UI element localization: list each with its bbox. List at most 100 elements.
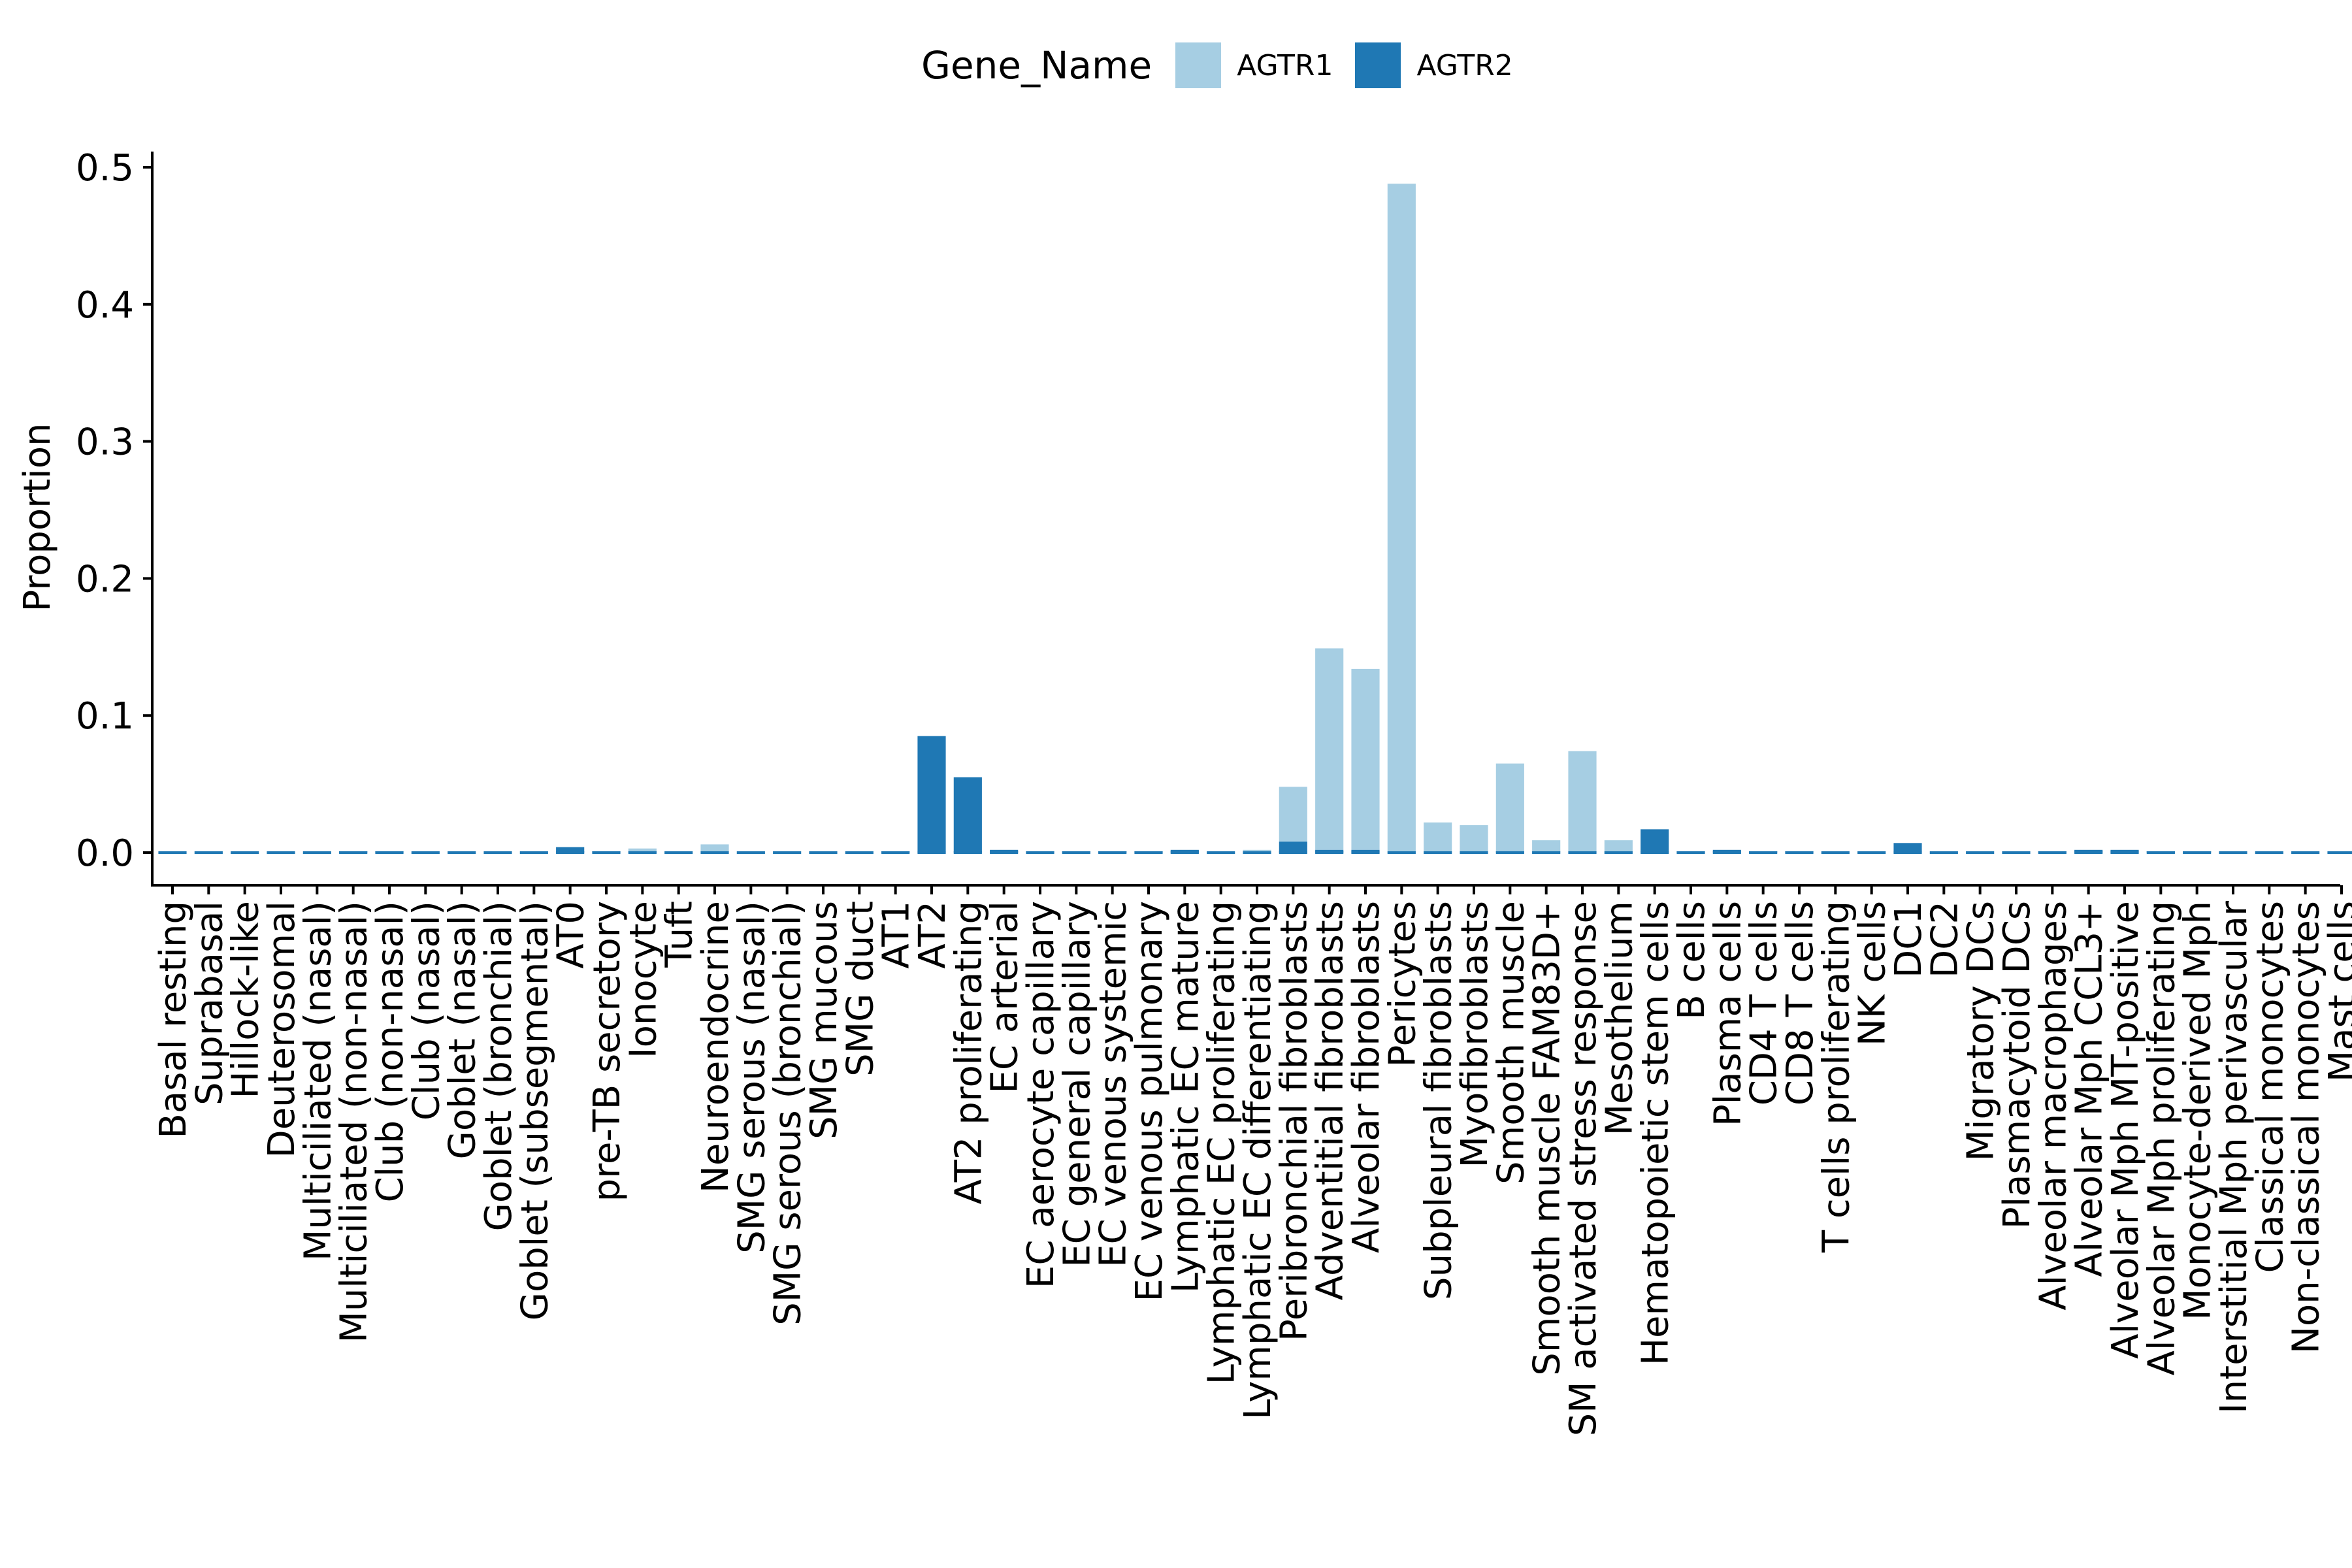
x-tick-label: Subpleural fibroblasts — [1418, 901, 1460, 1300]
x-tick-label: Classical monocytes — [2249, 901, 2291, 1273]
bar-agtr2-at2-proliferating — [953, 777, 982, 853]
bar-agtr1-ionocyte — [628, 848, 657, 851]
x-tick-label: DC2 — [1923, 901, 1966, 978]
bar-agtr1-subpleural-fibroblasts — [1424, 822, 1452, 853]
x-tick-label: EC arterial — [984, 901, 1026, 1094]
bar-agtr2-at0 — [556, 847, 585, 853]
x-tick-label: SMG duct — [839, 901, 881, 1077]
bar-agtr2-at2 — [917, 736, 946, 853]
x-tick-label: Neuroendocrine — [694, 901, 737, 1193]
legend-item-agtr2: AGTR2 — [1355, 42, 1513, 88]
bar-agtr1-lymphatic-ec-differentiating — [1243, 849, 1271, 853]
x-axis-ticks: Basal restingSuprabasalHillock-likeDeute… — [152, 885, 2352, 1436]
x-tick-label: EC aerocyte capillary — [1020, 901, 1062, 1288]
x-tick-label: Alveolar Mph CCL3+ — [2068, 901, 2111, 1277]
x-tick-label: Plasma cells — [1707, 901, 1749, 1126]
bar-agtr2-alveolar-mph-ccl3 — [2074, 849, 2103, 853]
x-tick-label: Lymphatic EC mature — [1164, 901, 1207, 1293]
bar-agtr2-dc1 — [1893, 843, 1922, 853]
x-tick-label: Mesothelium — [1598, 901, 1641, 1135]
bar-agtr2-hematopoietic-stem-cells — [1641, 829, 1669, 853]
bar-agtr2-ec-arterial — [990, 849, 1019, 853]
x-tick-label: Peribronchial fibroblasts — [1273, 901, 1315, 1341]
legend-title: Gene_Name — [921, 43, 1152, 88]
bar-agtr2-adventitial-fibroblasts — [1315, 849, 1344, 853]
x-tick-label: CD8 T cells — [1779, 901, 1821, 1105]
x-tick-label: Lymphatic EC differentiating — [1237, 901, 1279, 1420]
legend: Gene_Name AGTR1 AGTR2 — [921, 38, 1535, 93]
bar-agtr1-sm-activated-stress-response — [1568, 751, 1597, 853]
x-tick-label: AT1 — [875, 901, 918, 969]
x-tick-label: B cells — [1671, 901, 1713, 1020]
bar-agtr1-smooth-muscle-fam83d — [1532, 840, 1561, 853]
x-tick-label: SM activated stress response — [1562, 901, 1605, 1436]
x-tick-label: Smooth muscle — [1490, 901, 1532, 1184]
y-tick-label: 0.1 — [76, 695, 134, 738]
y-tick-label: 0.2 — [76, 558, 134, 600]
x-tick-label: SMG mucous — [803, 901, 845, 1139]
x-tick-label: Smooth muscle FAM83D+ — [1526, 901, 1569, 1376]
x-tick-label: SMG serous (nasal) — [730, 901, 773, 1254]
x-tick-label: Suprabasal — [188, 901, 231, 1105]
x-tick-label: Club (nasal) — [405, 901, 448, 1120]
bar-agtr2-alveolar-fibroblasts — [1351, 849, 1380, 853]
bar-agtr1-neuroendocrine — [700, 844, 729, 853]
x-tick-label: Alveolar Mph proliferating — [2140, 901, 2183, 1375]
x-tick-label: Non-classical monocytes — [2285, 901, 2328, 1354]
bar-agtr1-smooth-muscle — [1495, 763, 1524, 851]
x-tick-label: Pericytes — [1381, 901, 1424, 1067]
bar-agtr1-mesothelium — [1604, 840, 1633, 853]
x-tick-label: SMG serous (bronchial) — [767, 901, 809, 1326]
x-tick-label: Basal resting — [152, 901, 195, 1139]
x-tick-label: Alveolar fibroblasts — [1345, 901, 1388, 1253]
x-tick-label: EC venous pulmonary — [1128, 901, 1171, 1301]
x-tick-label: Lymphatic EC proliferating — [1201, 901, 1243, 1384]
x-tick-label: AT2 proliferating — [947, 901, 990, 1204]
bar-agtr2-plasma-cells — [1712, 849, 1741, 853]
bar-agtr1-peribronchial-fibroblasts — [1279, 787, 1307, 842]
x-tick-label: AT0 — [550, 901, 593, 969]
legend-label-agtr1: AGTR1 — [1237, 48, 1333, 82]
legend-key-agtr2 — [1355, 42, 1401, 88]
x-tick-label: DC1 — [1887, 901, 1930, 978]
x-tick-label: Multiciliated (nasal) — [297, 901, 339, 1261]
bar-agtr1-myofibroblasts — [1460, 825, 1488, 853]
x-tick-label: Adventitial fibroblasts — [1309, 901, 1352, 1300]
x-tick-label: Myofibroblasts — [1454, 901, 1496, 1168]
y-axis-title: Proportion — [16, 423, 59, 612]
legend-label-agtr2: AGTR2 — [1416, 48, 1513, 82]
x-tick-label: NK cells — [1852, 901, 1894, 1046]
x-tick-label: pre-TB secretory — [586, 901, 629, 1201]
bar-agtr1-adventitial-fibroblasts — [1315, 648, 1344, 850]
bar-agtr1-pericytes — [1387, 184, 1416, 853]
y-tick-label: 0.5 — [76, 147, 134, 189]
y-tick-label: 0.4 — [76, 284, 134, 327]
x-tick-label: Hillock-like — [225, 901, 267, 1098]
bar-agtr2-alveolar-mph-mt-positive — [2110, 849, 2139, 853]
x-tick-label: Club (non-nasal) — [369, 901, 412, 1203]
x-tick-label: Migratory DCs — [1960, 901, 2002, 1161]
x-tick-label: Plasmacytoid DCs — [1996, 901, 2038, 1229]
x-tick-label: Multiciliated (non-nasal) — [333, 901, 376, 1343]
x-tick-label: CD4 T cells — [1743, 901, 1786, 1105]
x-tick-label: Deuterosomal — [261, 901, 303, 1158]
x-tick-label: Mast cells — [2321, 901, 2352, 1082]
x-tick-label: Interstitial Mph perivascular — [2213, 900, 2255, 1414]
x-tick-label: Ionocyte — [622, 901, 664, 1058]
x-tick-label: Hematopoietic stem cells — [1635, 901, 1677, 1365]
x-tick-label: T cells proliferating — [1815, 901, 1857, 1253]
bar-agtr1-alveolar-fibroblasts — [1351, 668, 1380, 850]
x-tick-label: Tuft — [659, 901, 701, 968]
x-tick-label: Goblet (nasal) — [442, 901, 484, 1160]
x-tick-label: Goblet (bronchial) — [478, 901, 520, 1231]
x-tick-label: Alveolar Mph MT-positive — [2104, 901, 2147, 1359]
x-tick-label: Goblet (subsegmental) — [514, 901, 556, 1320]
y-tick-label: 0.0 — [76, 832, 134, 875]
y-axis-ticks: 0.0 0.1 0.2 0.3 0.4 0.5 — [76, 147, 152, 875]
x-tick-label: Monocyte-derived Mph — [2177, 901, 2219, 1320]
y-tick-label: 0.3 — [76, 421, 134, 464]
x-tick-label: Alveolar macrophages — [2032, 901, 2074, 1311]
bar-agtr2-lymphatic-ec-mature — [1170, 849, 1199, 853]
x-tick-label: AT2 — [911, 901, 954, 969]
